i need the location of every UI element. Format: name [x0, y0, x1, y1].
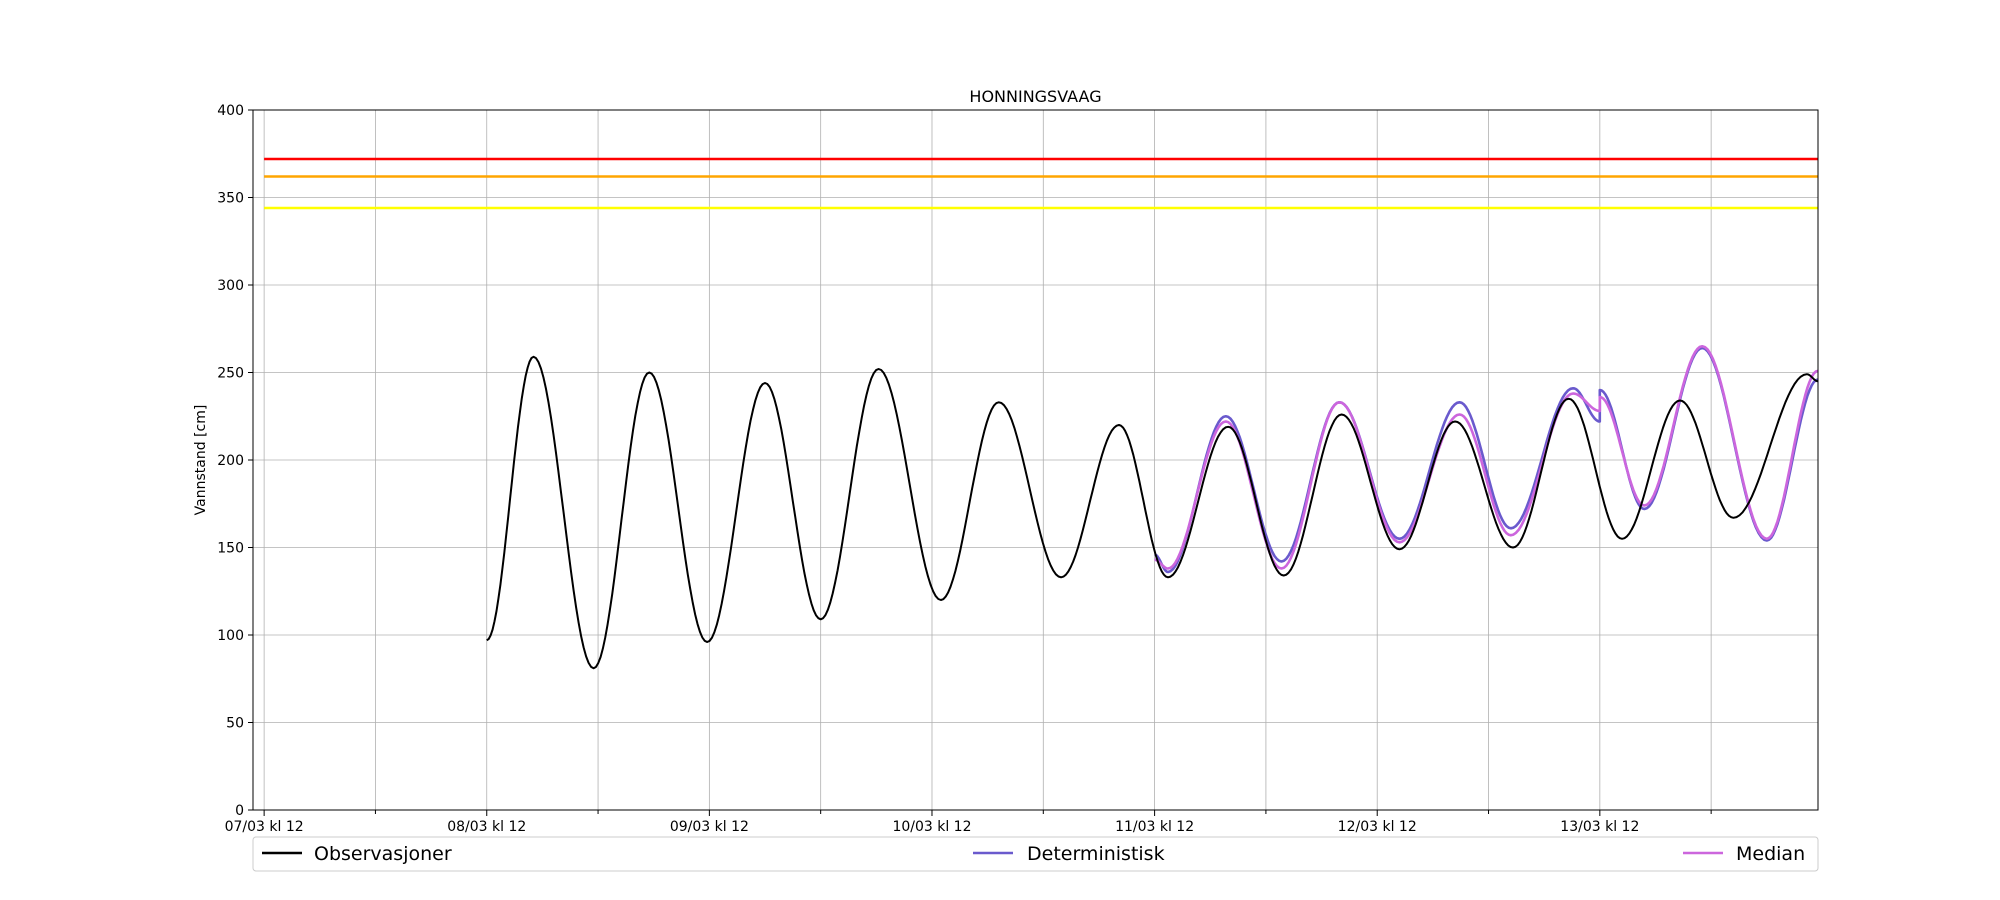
x-tick-label: 10/03 kl 12 — [892, 819, 971, 835]
y-tick-label: 0 — [235, 803, 244, 819]
legend-label: Deterministisk — [1027, 843, 1165, 865]
y-tick-label: 350 — [217, 191, 244, 207]
y-tick-label: 250 — [217, 366, 244, 382]
y-tick-label: 300 — [217, 278, 244, 294]
x-tick-label: 08/03 kl 12 — [447, 819, 526, 835]
y-tick-label: 400 — [217, 103, 244, 119]
threshold-lines — [264, 157, 1818, 210]
legend: Observasjoner Deterministisk Median — [252, 836, 1819, 872]
x-tick-label: 13/03 kl 12 — [1560, 819, 1639, 835]
series-line-observasjoner — [486, 355, 1819, 670]
legend-box — [252, 836, 1819, 872]
x-tick-label: 07/03 kl 12 — [225, 819, 304, 835]
x-tick-label: 11/03 kl 12 — [1115, 819, 1194, 835]
x-tick-label: 12/03 kl 12 — [1338, 819, 1417, 835]
y-tick-label: 200 — [217, 453, 244, 469]
y-tick-label: 50 — [226, 716, 244, 732]
y-axis-label: Vannstand [cm] — [193, 405, 209, 516]
axes: 0 50 100 150 200 250 300 350 400 07/03 kl 12 08/03… — [217, 103, 1712, 835]
x-tick-label: 09/03 kl 12 — [670, 819, 749, 835]
grid — [253, 109, 1818, 811]
y-tick-label: 100 — [217, 628, 244, 644]
y-tick-label: 150 — [217, 541, 244, 557]
legend-label: Median — [1736, 843, 1805, 865]
chart-title: HONNINGSVAAG — [969, 87, 1101, 106]
series-lines — [486, 345, 1819, 670]
legend-label: Observasjoner — [314, 843, 452, 865]
